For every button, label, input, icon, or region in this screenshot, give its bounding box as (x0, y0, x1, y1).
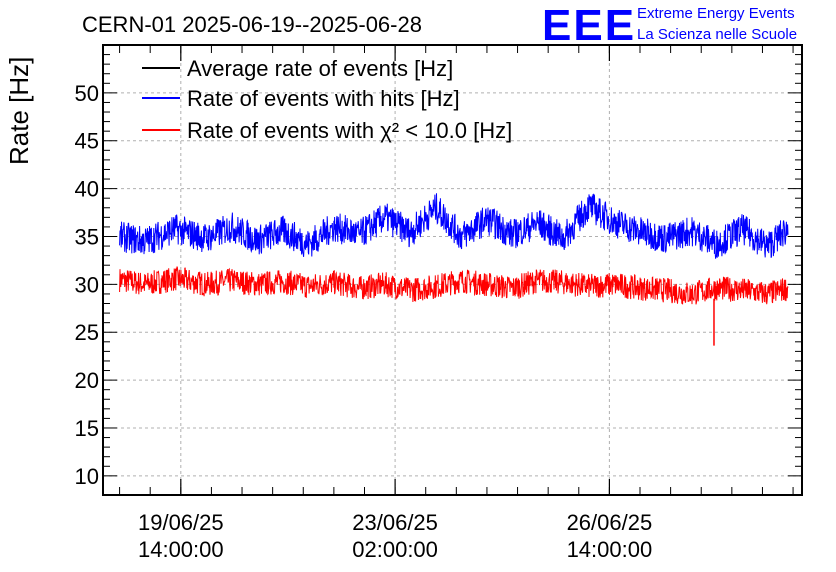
x-tick-label-date-0: 19/06/25 (138, 510, 224, 535)
grid-lines (103, 45, 802, 495)
x-tick-label-time-1: 02:00:00 (352, 537, 438, 562)
eee-logo-text: EEE (542, 1, 636, 50)
y-tick-label-7: 45 (75, 129, 99, 154)
x-tick-label-date-2: 26/06/25 (567, 510, 653, 535)
y-tick-label-2: 20 (75, 368, 99, 393)
eee-logo: EEE Extreme Energy Events La Scienza nel… (542, 1, 797, 50)
series-line-1 (119, 193, 789, 259)
x-tick-label-time-2: 14:00:00 (567, 537, 653, 562)
plot-frame (102, 44, 803, 496)
legend-label-2: Rate of events with χ² < 10.0 [Hz] (187, 118, 512, 143)
legend: Average rate of events [Hz] Rate of event… (142, 56, 512, 143)
eee-logo-line1: Extreme Energy Events (637, 5, 795, 22)
y-tick-label-8: 50 (75, 81, 99, 106)
y-tick-label-0: 10 (75, 464, 99, 489)
legend-label-1: Rate of events with hits [Hz] (187, 86, 460, 111)
chart-title: CERN-01 2025-06-19--2025-06-28 (82, 12, 422, 37)
eee-logo-line2: La Scienza nelle Scuole (637, 26, 797, 43)
legend-label-0: Average rate of events [Hz] (187, 56, 453, 81)
y-tick-label-5: 35 (75, 224, 99, 249)
series-line-2 (119, 266, 789, 305)
y-tick-label-4: 30 (75, 272, 99, 297)
x-axis: 19/06/2514:00:0023/06/2502:00:0026/06/25… (119, 45, 794, 562)
series-layer (119, 193, 789, 346)
y-tick-label-1: 15 (75, 416, 99, 441)
x-tick-label-time-0: 14:00:00 (138, 537, 224, 562)
y-axis: 10 15 20 25 30 35 40 45 50 (75, 44, 802, 489)
y-tick-label-3: 25 (75, 320, 99, 345)
x-tick-label-date-1: 23/06/25 (352, 510, 438, 535)
y-tick-label-6: 40 (75, 177, 99, 202)
y-axis-label: Rate [Hz] (4, 57, 34, 165)
